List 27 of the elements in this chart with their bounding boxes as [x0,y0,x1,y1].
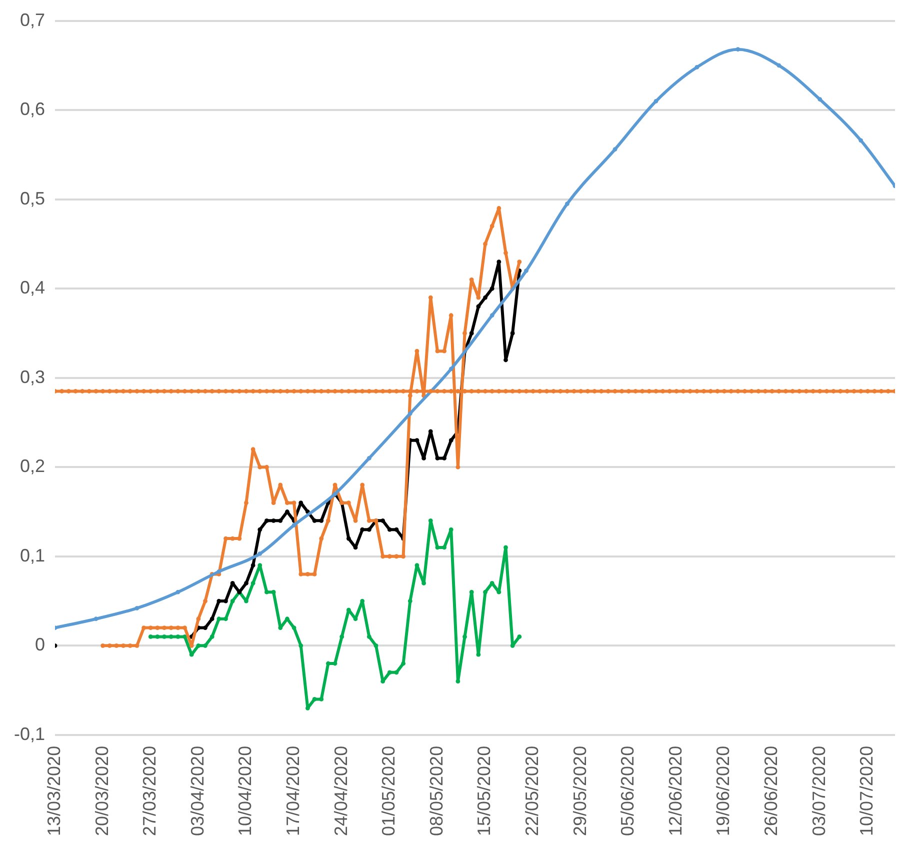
x-tick-label: 26/06/2020 [761,746,782,836]
x-tick-label: 10/04/2020 [235,746,256,836]
x-tick-label: 15/05/2020 [474,746,494,836]
x-tick-label: 03/04/2020 [187,746,208,836]
x-tick-label: 27/03/2020 [140,746,160,836]
x-tick-label: 10/07/2020 [856,746,877,836]
x-tick-label: 29/05/2020 [570,746,590,836]
x-tick-label: 05/06/2020 [618,746,638,836]
x-tick-label: 17/04/2020 [283,746,304,836]
y-tick-label: 0,7 [20,10,46,30]
x-tick-label: 03/07/2020 [808,746,829,836]
x-tick-label: 24/04/2020 [330,746,351,836]
x-tick-label: 08/05/2020 [426,746,446,836]
y-tick-label: -0,1 [14,724,46,744]
x-tick-label: 01/05/2020 [378,746,399,836]
x-tick-label: 12/06/2020 [665,746,686,836]
y-tick-label: 0,6 [20,99,46,120]
y-tick-label: 0,4 [20,278,46,298]
x-tick-label: 13/03/2020 [44,746,64,836]
y-tick-label: 0 [35,634,46,655]
y-tick-label: 0,5 [20,188,46,208]
x-tick-label: 22/05/2020 [522,746,542,836]
y-tick-label: 0,2 [20,456,46,476]
x-tick-label: 20/03/2020 [92,746,112,836]
y-tick-label: 0,3 [20,366,46,387]
x-tick-label: 19/06/2020 [713,746,734,836]
y-tick-label: 0,1 [20,545,46,566]
